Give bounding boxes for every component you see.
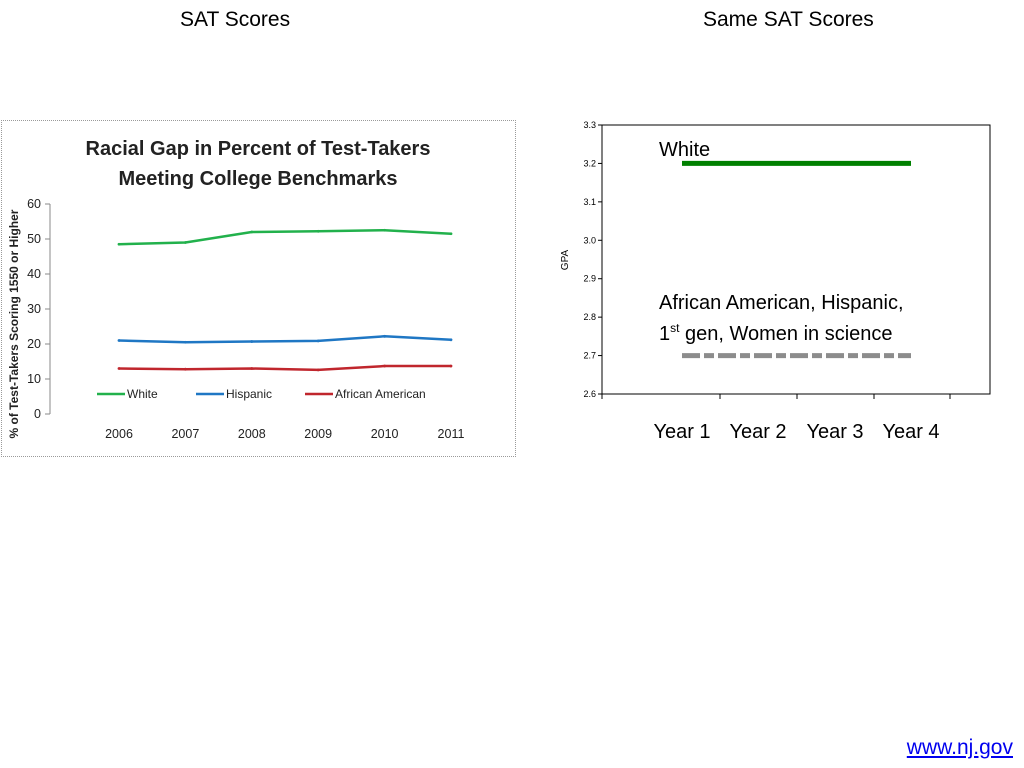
left-x-tick-label: 2006 xyxy=(105,427,133,441)
right-x-category-label: Year 4 xyxy=(882,421,939,443)
footer-link[interactable]: www.nj.gov xyxy=(906,736,1013,759)
chart-title-line-1: Racial Gap in Percent of Test-Takers xyxy=(86,138,431,160)
right-y-tick-label: 2.9 xyxy=(583,274,596,284)
legend-label: Hispanic xyxy=(226,387,272,401)
plot-area-border xyxy=(601,124,991,395)
left-y-tick-label: 10 xyxy=(27,372,41,386)
right-y-tick-label: 2.6 xyxy=(583,389,596,399)
legend-label: African American xyxy=(335,387,426,401)
right-y-tick-label: 2.8 xyxy=(583,312,596,322)
data-point xyxy=(250,230,254,234)
right-heading: Same SAT Scores xyxy=(703,8,874,31)
left-y-axis-label: % of Test-Takers Scoring 1550 or Higher xyxy=(7,209,21,438)
data-point xyxy=(449,364,453,368)
data-point xyxy=(117,339,121,342)
left-y-tick-label: 20 xyxy=(27,337,41,351)
data-point xyxy=(383,334,386,338)
left-y-tick-label: 0 xyxy=(34,407,41,421)
data-point xyxy=(449,232,453,236)
gpa-chart: GPA 2.6 2.7 2.8 2.9 3.0 3.1 3.2 3.3 Year 1 Year 2… xyxy=(560,120,991,443)
left-x-tick-label: 2008 xyxy=(238,427,266,441)
right-y-tick-label: 2.7 xyxy=(583,351,596,361)
data-point xyxy=(316,229,320,233)
data-point xyxy=(184,367,187,371)
data-point xyxy=(184,340,187,344)
racial-gap-chart: Racial Gap in Percent of Test-Takers Mee… xyxy=(7,138,465,441)
data-point xyxy=(316,339,320,343)
white-series-label: White xyxy=(659,139,710,161)
right-x-category-label: Year 3 xyxy=(806,421,863,443)
data-point xyxy=(250,340,254,343)
data-point xyxy=(117,367,121,370)
right-y-tick-label: 3.1 xyxy=(583,197,596,207)
data-point xyxy=(383,228,386,232)
data-point xyxy=(383,364,386,368)
right-x-category-label: Year 1 xyxy=(653,421,710,443)
left-y-tick-label: 40 xyxy=(27,267,41,281)
right-y-tick-label: 3.0 xyxy=(583,235,596,245)
left-y-tick-label: 60 xyxy=(27,197,41,211)
left-y-tick-label: 50 xyxy=(27,232,41,246)
left-y-tick-label: 30 xyxy=(27,302,41,316)
minority-series-label-line-2: 1st gen, Women in science xyxy=(659,321,893,345)
data-point xyxy=(449,338,453,342)
right-y-axis-label: GPA xyxy=(560,249,571,270)
left-x-tick-label: 2011 xyxy=(438,427,465,441)
series-line-hispanic xyxy=(118,335,452,344)
data-point xyxy=(117,242,121,246)
left-x-tick-label: 2009 xyxy=(304,427,332,441)
data-point xyxy=(250,367,254,370)
right-x-category-label: Year 2 xyxy=(729,421,786,443)
chart-title-line-2: Meeting College Benchmarks xyxy=(119,168,398,190)
right-y-tick-label: 3.2 xyxy=(583,158,596,168)
minority-series-label-line-1: African American, Hispanic, xyxy=(659,292,904,314)
left-x-tick-label: 2010 xyxy=(371,427,399,441)
series-line-african-american xyxy=(118,364,451,372)
right-y-tick-label: 3.3 xyxy=(583,120,596,130)
data-point xyxy=(184,241,187,244)
series-line-white xyxy=(118,229,452,246)
left-x-tick-label: 2007 xyxy=(171,427,199,441)
data-point xyxy=(316,368,320,372)
legend-label: White xyxy=(127,387,158,401)
left-heading: SAT Scores xyxy=(180,8,291,31)
left-chart-frame xyxy=(1,120,516,457)
